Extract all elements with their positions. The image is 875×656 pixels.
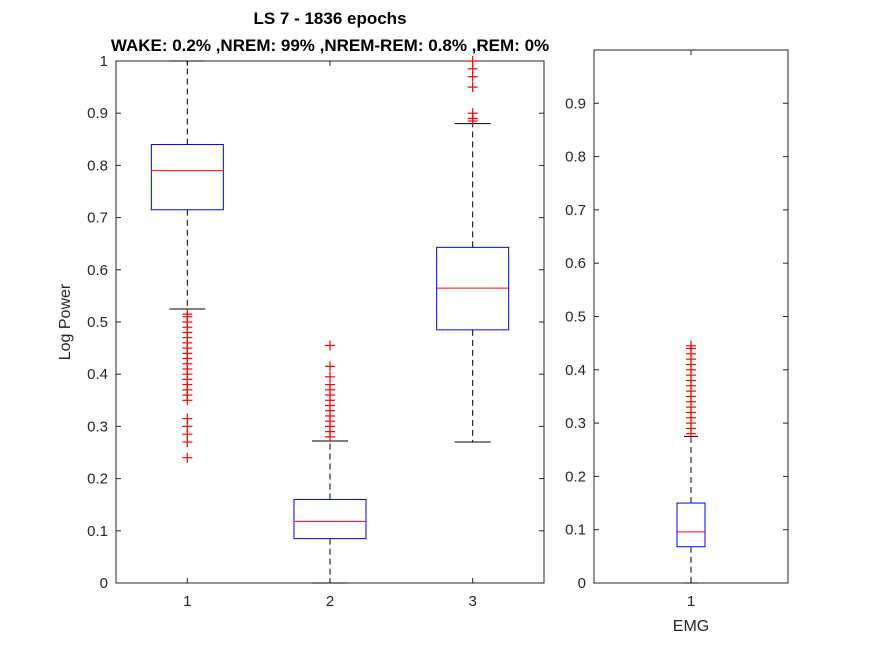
plot2-x-ticks: 1 xyxy=(687,50,695,610)
y-tick-label: 0.9 xyxy=(565,95,586,112)
y-tick-label: 0.7 xyxy=(565,202,586,219)
y-tick-label: 0.5 xyxy=(565,309,586,326)
outlier-marker xyxy=(182,309,193,320)
iqr-box xyxy=(293,498,367,540)
y-tick-label: 0.4 xyxy=(87,366,108,383)
outlier-marker xyxy=(686,340,696,351)
plot1-y-ticks: 0 0.1 0.2 0.3 0.4 0.5 0.6 0.7 0.8 0.9 1 xyxy=(87,53,544,592)
box-1 xyxy=(676,340,706,584)
box-2 xyxy=(293,340,367,584)
plot1-y-axis-label: Log Power xyxy=(57,283,74,360)
outlier-marker xyxy=(467,108,478,119)
y-tick-label: 0 xyxy=(578,575,586,592)
plot2-x-axis-label: EMG xyxy=(673,618,709,635)
outlier-marker xyxy=(182,413,193,424)
chart-subtitle: WAKE: 0.2% ,NREM: 99% ,NREM-REM: 0.8% ,R… xyxy=(111,36,549,55)
log-power-boxplot: 0 0.1 0.2 0.3 0.4 0.5 0.6 0.7 0.8 0.9 1 1 2 3 Log Po… xyxy=(57,53,545,610)
y-tick-label: 0.6 xyxy=(87,262,108,279)
plot2-y-ticks: 0 0.1 0.2 0.3 0.4 0.5 0.6 0.7 0.8 0.9 xyxy=(565,95,788,592)
chart-title: LS 7 - 1836 epochs xyxy=(253,9,406,28)
box-1 xyxy=(150,60,224,463)
y-tick-label: 0.6 xyxy=(565,255,586,272)
y-tick-label: 0.4 xyxy=(565,362,586,379)
emg-boxplot: 0 0.1 0.2 0.3 0.4 0.5 0.6 0.7 0.8 0.9 1 EMG xyxy=(565,49,789,635)
y-tick-label: 0.1 xyxy=(87,523,108,540)
outlier-marker xyxy=(325,340,335,351)
y-tick-label: 0 xyxy=(100,575,108,592)
x-tick-label: 2 xyxy=(326,593,334,610)
y-tick-label: 0.7 xyxy=(87,210,108,227)
outlier-marker xyxy=(182,452,193,463)
y-tick-label: 0.1 xyxy=(565,522,586,539)
iqr-box xyxy=(676,502,706,548)
y-tick-label: 0.8 xyxy=(565,149,586,166)
iqr-box xyxy=(436,246,510,331)
y-tick-label: 0.2 xyxy=(87,471,108,488)
iqr-box xyxy=(150,144,224,211)
plot1-boxes xyxy=(150,56,510,584)
y-tick-label: 0.8 xyxy=(87,157,108,174)
y-tick-label: 0.9 xyxy=(87,105,108,122)
outlier-marker xyxy=(467,82,478,93)
outlier-marker xyxy=(467,56,478,66)
y-tick-label: 0.3 xyxy=(87,418,108,435)
outlier-marker xyxy=(325,371,335,382)
x-tick-label: 3 xyxy=(468,593,476,610)
x-tick-label: 1 xyxy=(687,593,695,610)
x-tick-label: 1 xyxy=(183,593,191,610)
plot1-x-ticks: 1 2 3 xyxy=(183,61,477,610)
plot2-boxes xyxy=(676,340,706,584)
y-tick-label: 1 xyxy=(100,53,108,70)
y-tick-label: 0.3 xyxy=(565,415,586,432)
plot1-axes-frame xyxy=(115,60,545,584)
y-tick-label: 0.5 xyxy=(87,314,108,331)
box-3 xyxy=(436,56,510,443)
outlier-marker xyxy=(325,361,335,372)
y-tick-label: 0.2 xyxy=(565,468,586,485)
